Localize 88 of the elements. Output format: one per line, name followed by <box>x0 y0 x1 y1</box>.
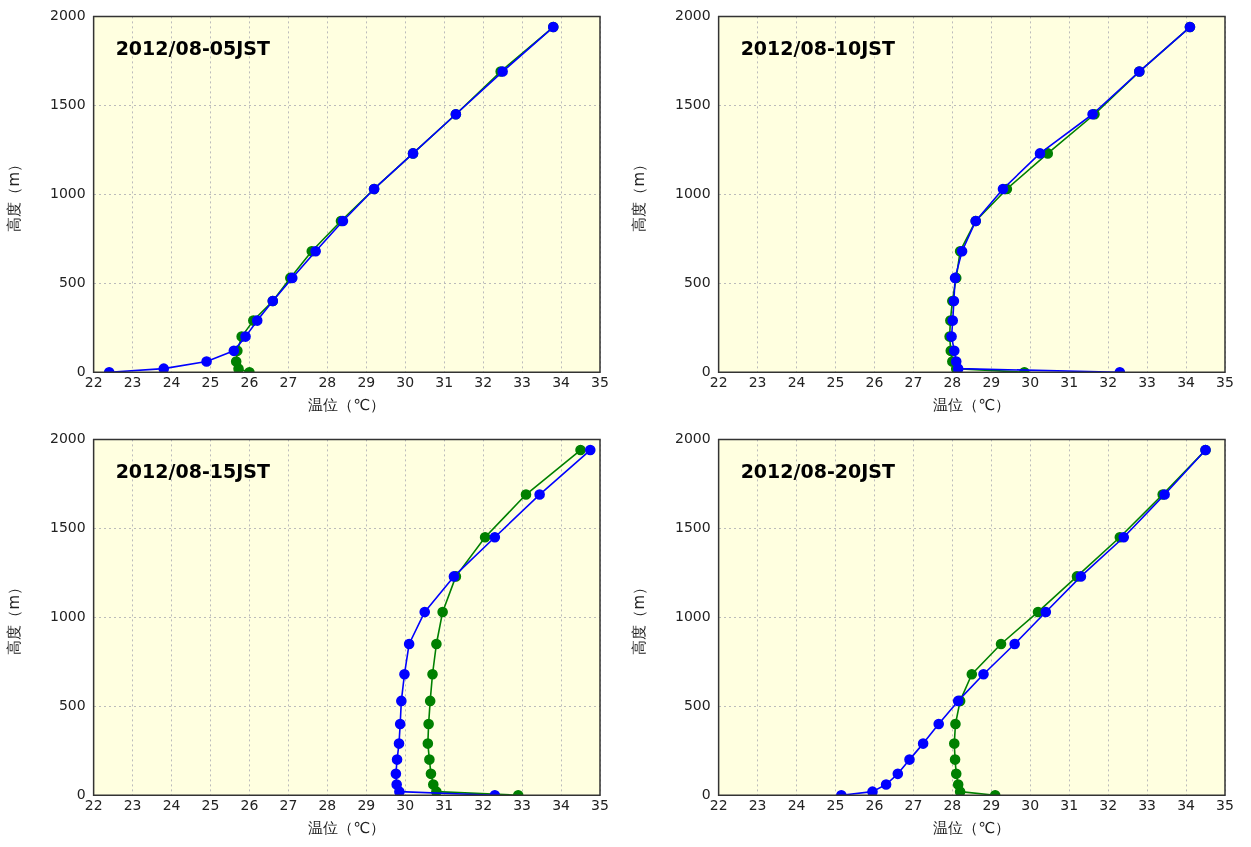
x-tick-label: 25 <box>826 374 845 391</box>
y-tick-label: 500 <box>58 273 86 290</box>
x-tick-label: 32 <box>1099 797 1118 814</box>
x-tick-label: 23 <box>123 374 142 391</box>
x-tick-label: 26 <box>240 374 259 391</box>
x-tick-label: 22 <box>709 797 728 814</box>
x-tick-label: 33 <box>1138 374 1157 391</box>
x-tick-label: 31 <box>435 797 454 814</box>
x-tick-label: 22 <box>709 374 728 391</box>
y-tick-label: 1500 <box>49 95 86 112</box>
x-axis-title: 温位（℃） <box>308 395 386 414</box>
x-tick-label: 34 <box>1177 374 1196 391</box>
x-tick-label: 29 <box>357 797 376 814</box>
x-tick-label: 28 <box>318 374 337 391</box>
x-tick-label: 33 <box>513 797 532 814</box>
x-tick-label: 32 <box>1099 374 1118 391</box>
y-axis-title: 高度（m） <box>629 579 648 655</box>
x-tick-label: 24 <box>787 797 806 814</box>
y-tick-label: 1000 <box>49 184 86 201</box>
y-tick-label: 0 <box>701 362 711 379</box>
x-tick-label: 31 <box>435 374 454 391</box>
x-tick-label: 24 <box>162 374 181 391</box>
y-tick-label: 500 <box>683 273 711 290</box>
x-tick-label: 25 <box>201 374 220 391</box>
x-tick-label: 35 <box>1216 797 1234 814</box>
y-tick-label: 2000 <box>674 7 711 24</box>
x-tick-label: 24 <box>787 374 806 391</box>
x-tick-label: 26 <box>240 797 259 814</box>
x-tick-label: 22 <box>84 374 103 391</box>
x-tick-label: 35 <box>1216 374 1234 391</box>
y-axis-title: 高度（m） <box>4 156 23 232</box>
y-tick-label: 1000 <box>49 607 86 624</box>
y-tick-label: 500 <box>58 696 86 713</box>
x-tick-label: 30 <box>396 797 415 814</box>
x-tick-label: 26 <box>865 374 884 391</box>
x-tick-label: 30 <box>396 374 415 391</box>
x-tick-label: 31 <box>1060 797 1079 814</box>
y-tick-label: 1000 <box>674 607 711 624</box>
x-tick-label: 32 <box>474 797 493 814</box>
text: 2012/08-15JST <box>115 460 270 483</box>
x-tick-label: 31 <box>1060 374 1079 391</box>
x-axis-title: 温位（℃） <box>933 818 1011 837</box>
x-tick-label: 35 <box>591 797 609 814</box>
x-tick-label: 28 <box>943 374 962 391</box>
y-tick-label: 2000 <box>49 7 86 24</box>
x-tick-label: 27 <box>279 374 298 391</box>
x-tick-label: 28 <box>318 797 337 814</box>
x-tick-label: 27 <box>904 374 923 391</box>
x-tick-label: 34 <box>552 374 571 391</box>
y-axis-title: 高度（m） <box>629 156 648 232</box>
y-tick-label: 2000 <box>49 430 86 447</box>
x-tick-label: 23 <box>748 374 767 391</box>
x-tick-label: 22 <box>84 797 103 814</box>
x-tick-label: 25 <box>201 797 220 814</box>
x-tick-label: 28 <box>943 797 962 814</box>
text: 2012/08-05JST <box>115 37 270 60</box>
x-axis-title: 温位（℃） <box>933 395 1011 414</box>
x-tick-label: 25 <box>826 797 845 814</box>
y-tick-label: 1500 <box>49 518 86 535</box>
x-tick-label: 33 <box>513 374 532 391</box>
x-tick-label: 34 <box>552 797 571 814</box>
y-axis-title: 高度（m） <box>4 579 23 655</box>
x-tick-label: 23 <box>123 797 142 814</box>
y-tick-label: 500 <box>683 696 711 713</box>
x-tick-label: 34 <box>1177 797 1196 814</box>
y-tick-label: 2000 <box>674 430 711 447</box>
y-tick-label: 0 <box>76 362 86 379</box>
x-tick-label: 27 <box>279 797 298 814</box>
x-axis-title: 温位（℃） <box>308 818 386 837</box>
x-tick-label: 33 <box>1138 797 1157 814</box>
x-tick-label: 23 <box>748 797 767 814</box>
x-tick-label: 26 <box>865 797 884 814</box>
x-tick-label: 30 <box>1021 374 1040 391</box>
y-tick-label: 0 <box>701 785 711 802</box>
x-tick-label: 29 <box>982 374 1001 391</box>
y-tick-label: 0 <box>76 785 86 802</box>
y-tick-label: 1500 <box>674 95 711 112</box>
x-tick-label: 30 <box>1021 797 1040 814</box>
text: 2012/08-20JST <box>740 460 895 483</box>
x-tick-label: 27 <box>904 797 923 814</box>
x-tick-label: 24 <box>162 797 181 814</box>
x-tick-label: 29 <box>982 797 1001 814</box>
x-tick-label: 29 <box>357 374 376 391</box>
x-tick-label: 35 <box>591 374 609 391</box>
y-tick-label: 1500 <box>674 518 711 535</box>
x-tick-label: 32 <box>474 374 493 391</box>
y-tick-label: 1000 <box>674 184 711 201</box>
text: 2012/08-10JST <box>740 37 895 60</box>
